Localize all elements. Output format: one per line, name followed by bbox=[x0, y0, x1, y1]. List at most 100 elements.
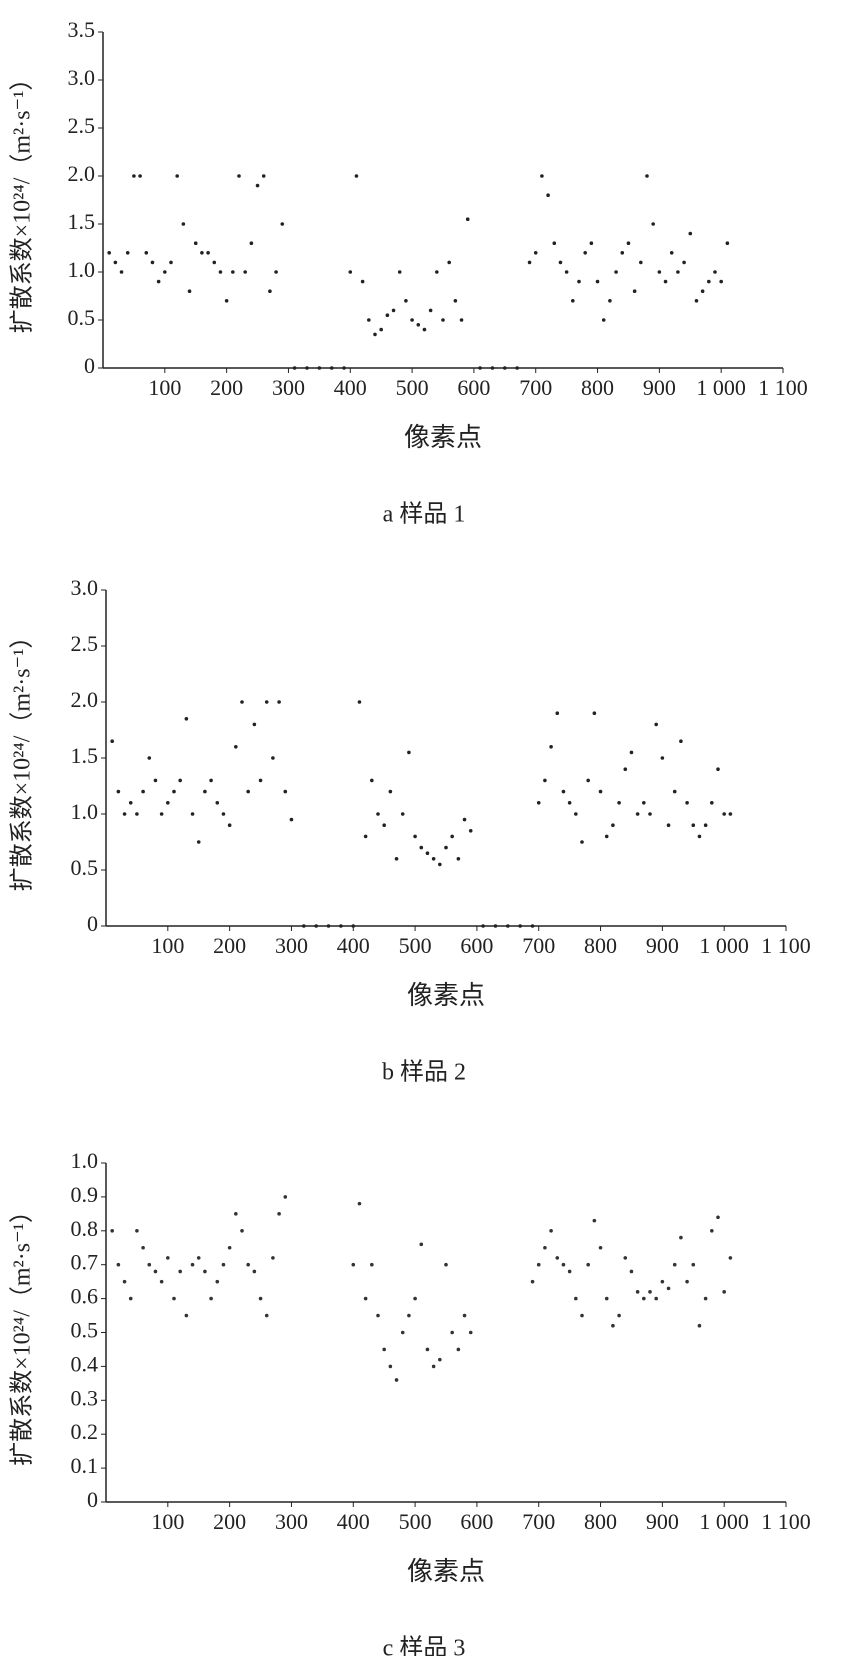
x-axis-label: 像素点 bbox=[407, 1557, 485, 1586]
y-axis-label: 扩散系数×10²⁴/（m²·s⁻¹） bbox=[9, 1199, 36, 1466]
data-point bbox=[407, 750, 411, 755]
data-point bbox=[558, 260, 563, 265]
x-tick-label: 600 bbox=[460, 1509, 493, 1534]
y-tick-label: 1.0 bbox=[71, 799, 99, 824]
y-tick-label: 3.0 bbox=[68, 65, 96, 90]
data-point bbox=[623, 1256, 628, 1260]
data-point bbox=[611, 1323, 615, 1328]
data-point bbox=[404, 299, 408, 303]
data-point bbox=[632, 289, 637, 294]
data-point bbox=[438, 862, 442, 867]
data-point bbox=[391, 308, 396, 313]
data-point bbox=[218, 270, 223, 274]
data-point bbox=[586, 1262, 590, 1267]
data-point bbox=[274, 270, 278, 274]
data-point bbox=[694, 299, 699, 303]
data-point bbox=[428, 308, 433, 313]
data-point bbox=[376, 1313, 380, 1318]
data-point bbox=[268, 289, 272, 294]
data-point bbox=[623, 767, 628, 771]
data-point bbox=[271, 1256, 275, 1260]
data-point bbox=[271, 756, 275, 760]
x-tick-label: 1 100 bbox=[761, 1509, 811, 1534]
data-point bbox=[394, 1378, 399, 1382]
x-tick-label: 500 bbox=[396, 375, 429, 400]
data-point bbox=[277, 1212, 281, 1216]
data-point bbox=[181, 222, 186, 226]
y-tick-label: 0.6 bbox=[71, 1284, 99, 1309]
data-point bbox=[685, 1279, 689, 1284]
data-point bbox=[283, 1195, 288, 1199]
data-point bbox=[422, 327, 427, 332]
data-point bbox=[666, 1286, 671, 1291]
x-tick-label: 600 bbox=[460, 933, 493, 958]
data-point bbox=[703, 1296, 708, 1301]
data-point bbox=[685, 801, 689, 805]
data-point bbox=[713, 270, 717, 274]
data-point bbox=[503, 366, 507, 370]
data-point bbox=[407, 1313, 411, 1318]
data-point bbox=[586, 778, 590, 783]
data-point bbox=[178, 1269, 182, 1274]
x-tick-label: 400 bbox=[337, 933, 370, 958]
data-point bbox=[688, 231, 693, 236]
x-tick-label: 200 bbox=[213, 1509, 246, 1534]
data-point bbox=[116, 789, 121, 794]
data-point bbox=[234, 745, 238, 749]
y-tick-label: 1.0 bbox=[68, 257, 96, 282]
x-tick-label: 100 bbox=[148, 375, 181, 400]
data-point bbox=[465, 217, 470, 221]
x-tick-label: 400 bbox=[334, 375, 367, 400]
data-point bbox=[255, 183, 260, 188]
data-point bbox=[700, 289, 705, 294]
data-point bbox=[376, 812, 380, 816]
data-point bbox=[617, 801, 621, 805]
data-point bbox=[459, 318, 464, 322]
data-point bbox=[574, 1296, 578, 1301]
data-point bbox=[169, 260, 173, 265]
data-point bbox=[629, 1269, 634, 1274]
data-point bbox=[595, 279, 600, 284]
data-point bbox=[116, 1262, 121, 1267]
data-point bbox=[518, 924, 522, 928]
data-point bbox=[416, 323, 421, 327]
y-tick-label: 1.5 bbox=[68, 209, 96, 234]
data-point bbox=[163, 270, 167, 274]
data-point bbox=[697, 1323, 702, 1328]
data-point bbox=[691, 1262, 696, 1267]
data-point bbox=[159, 1279, 164, 1284]
data-point bbox=[536, 801, 541, 805]
data-point bbox=[400, 1330, 405, 1335]
data-point bbox=[351, 924, 356, 928]
data-point bbox=[363, 1296, 368, 1301]
data-point bbox=[141, 1245, 145, 1250]
data-point bbox=[543, 778, 547, 783]
data-point bbox=[261, 174, 266, 178]
data-point bbox=[592, 711, 597, 715]
data-point bbox=[227, 823, 232, 827]
data-point bbox=[200, 251, 204, 255]
data-point bbox=[382, 823, 386, 827]
data-point bbox=[351, 1262, 356, 1267]
data-point bbox=[561, 1262, 566, 1267]
data-point bbox=[703, 823, 708, 827]
data-point bbox=[728, 812, 733, 816]
y-axis-label: 扩散系数×10²⁴/（m²·s⁻¹） bbox=[9, 67, 36, 334]
data-point bbox=[478, 366, 482, 370]
data-point bbox=[221, 1262, 226, 1267]
data-point bbox=[413, 834, 417, 839]
data-point bbox=[258, 1296, 263, 1301]
x-tick-label: 800 bbox=[581, 375, 614, 400]
data-point bbox=[246, 789, 250, 794]
x-tick-label: 700 bbox=[522, 1509, 555, 1534]
data-point bbox=[357, 700, 362, 704]
data-point bbox=[642, 801, 646, 805]
data-point bbox=[413, 1296, 417, 1301]
data-point bbox=[125, 251, 130, 255]
data-point bbox=[453, 299, 458, 303]
data-point bbox=[373, 332, 377, 337]
data-point bbox=[128, 1296, 133, 1301]
data-point bbox=[156, 279, 161, 284]
data-point bbox=[645, 174, 649, 178]
x-tick-label: 900 bbox=[646, 933, 679, 958]
